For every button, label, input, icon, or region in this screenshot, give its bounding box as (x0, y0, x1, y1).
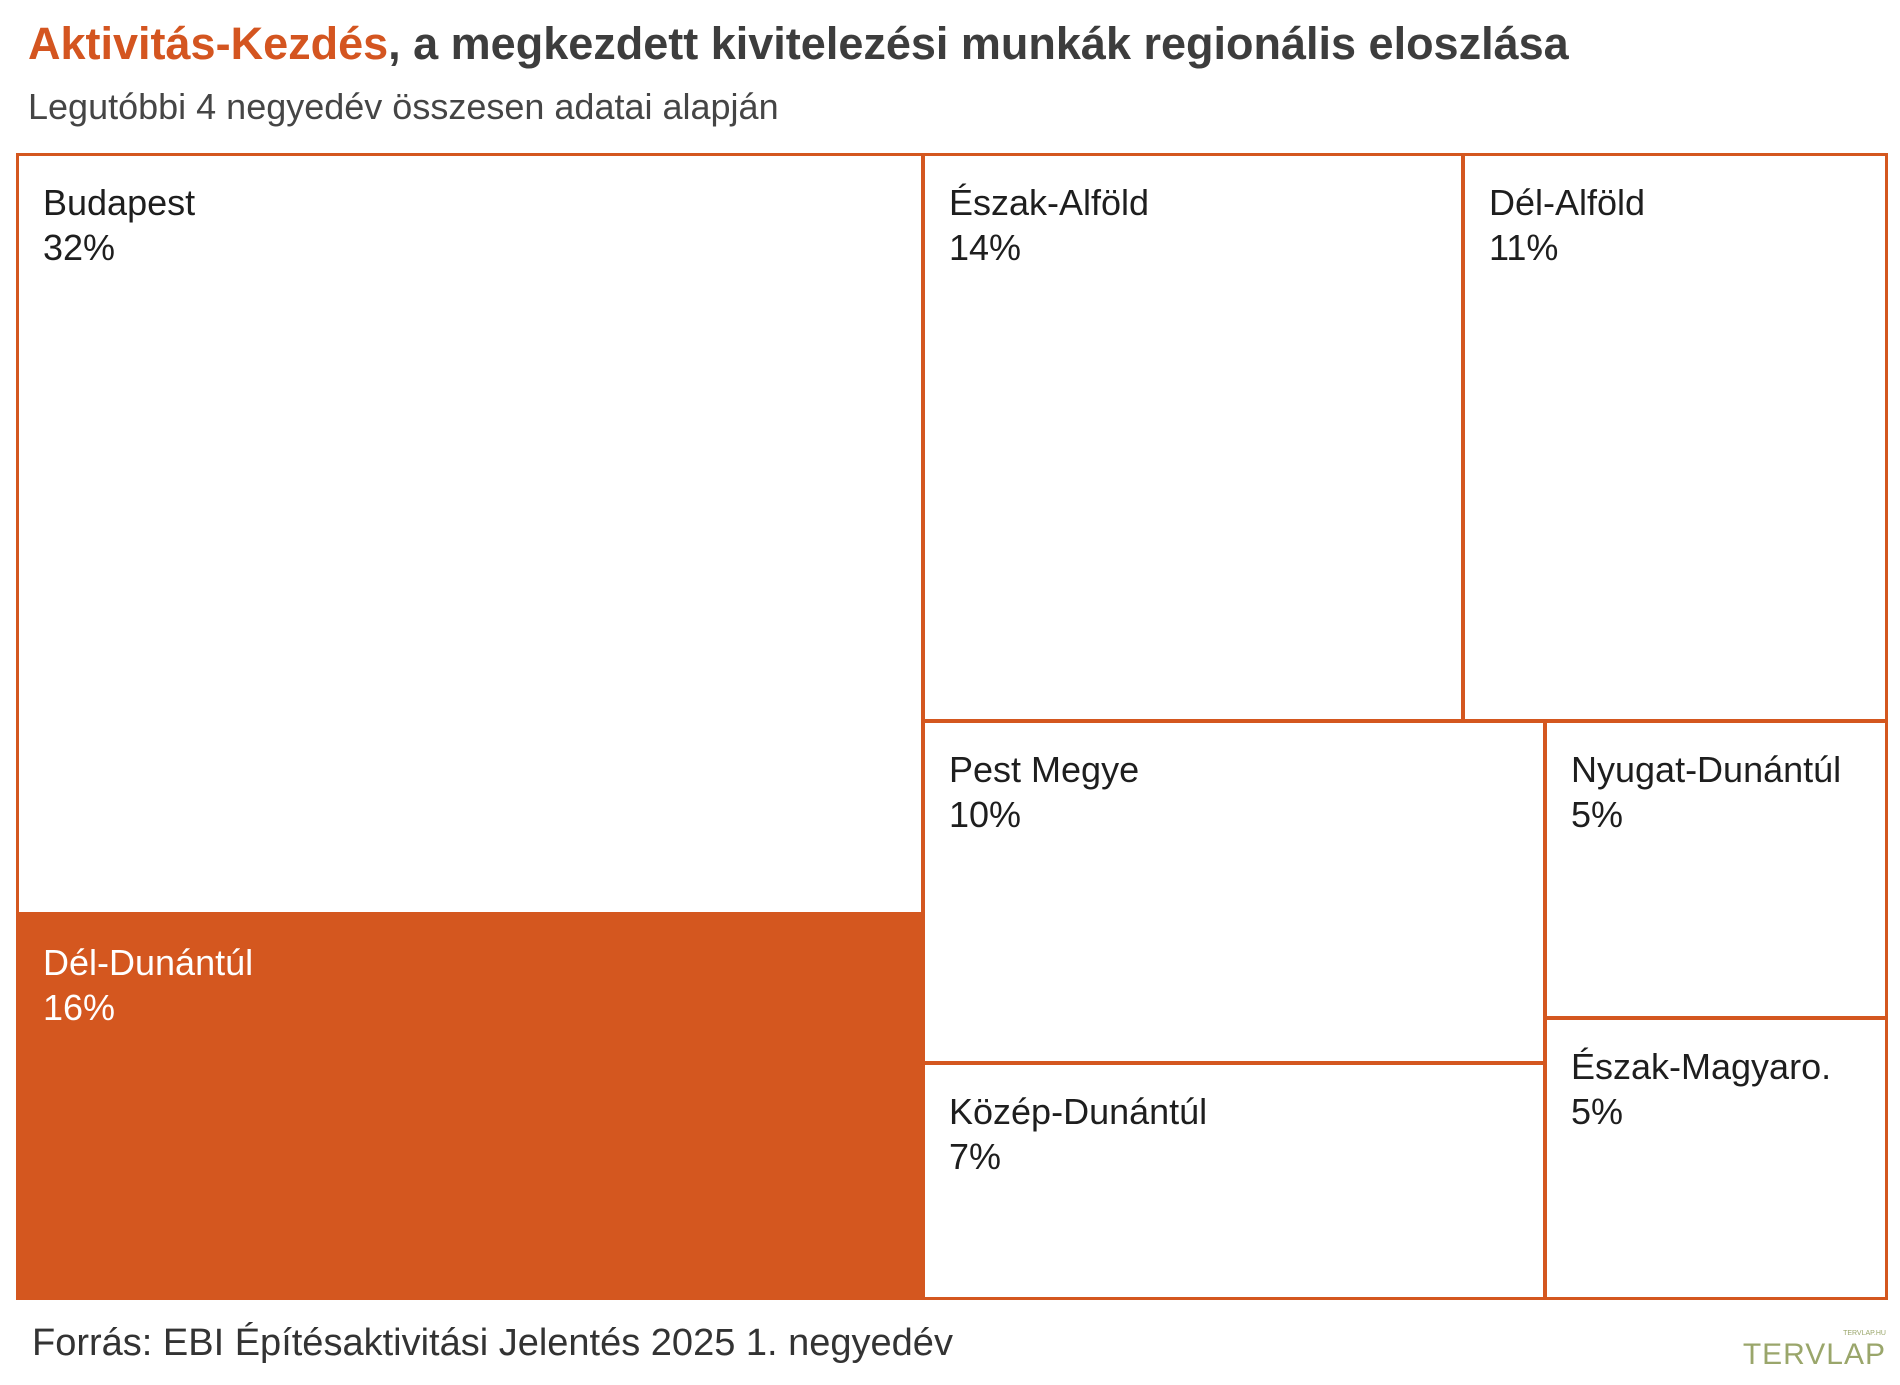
region-name-label: Nyugat-Dunántúl (1571, 749, 1842, 790)
region-percent-label: 5% (1571, 794, 1624, 835)
treemap-cell-del-dunantul: Dél-Dunántúl 16% (16, 913, 924, 1300)
region-name-label: Dél-Dunántúl (43, 942, 254, 983)
treemap-cell-nyugat-dunantul: Nyugat-Dunántúl 5% (1544, 720, 1888, 1019)
treemap-cell-kozep-dunantul: Közép-Dunántúl 7% (922, 1062, 1546, 1300)
region-percent-label: 32% (43, 227, 116, 268)
chart-title: Aktivitás-Kezdés, a megkezdett kivitelez… (28, 18, 1569, 70)
treemap-cell-eszak-alfold: Észak-Alföld 14% (922, 153, 1464, 722)
logo-url: TERVLAP.HU (1843, 1330, 1886, 1337)
region-name-label: Pest Megye (949, 749, 1140, 790)
region-name-label: Budapest (43, 182, 196, 223)
region-name-label: Észak-Magyaro. (1571, 1046, 1832, 1087)
treemap-cell-budapest: Budapest 32% (16, 153, 924, 915)
treemap-cell-pest-megye: Pest Megye 10% (922, 720, 1546, 1064)
region-name-label: Dél-Alföld (1489, 182, 1646, 223)
region-percent-label: 5% (1571, 1091, 1624, 1132)
region-percent-label: 10% (949, 794, 1022, 835)
region-percent-label: 11% (1489, 227, 1559, 268)
region-percent-label: 14% (949, 227, 1022, 268)
chart-title-accent: Aktivitás-Kezdés (28, 18, 389, 69)
tervlap-logo: TERVLAP (1742, 1338, 1886, 1371)
chart-title-rest: , a megkezdett kivitelezési munkák regio… (388, 18, 1569, 69)
source-note: Forrás: EBI Építésaktivitási Jelentés 20… (32, 1322, 953, 1364)
region-name-label: Észak-Alföld (949, 182, 1150, 223)
treemap-cell-eszak-magyaro: Észak-Magyaro. 5% (1544, 1017, 1888, 1300)
region-percent-label: 7% (949, 1136, 1002, 1177)
chart-subtitle: Legutóbbi 4 negyedév összesen adatai ala… (28, 86, 779, 127)
treemap-cell-del-alfold: Dél-Alföld 11% (1462, 153, 1888, 722)
treemap-chart: Budapest 32% Dél-Dunántúl 16% Észak-Alföld 14… (16, 153, 1888, 1300)
region-percent-label: 16% (43, 987, 116, 1028)
region-name-label: Közép-Dunántúl (949, 1091, 1208, 1132)
